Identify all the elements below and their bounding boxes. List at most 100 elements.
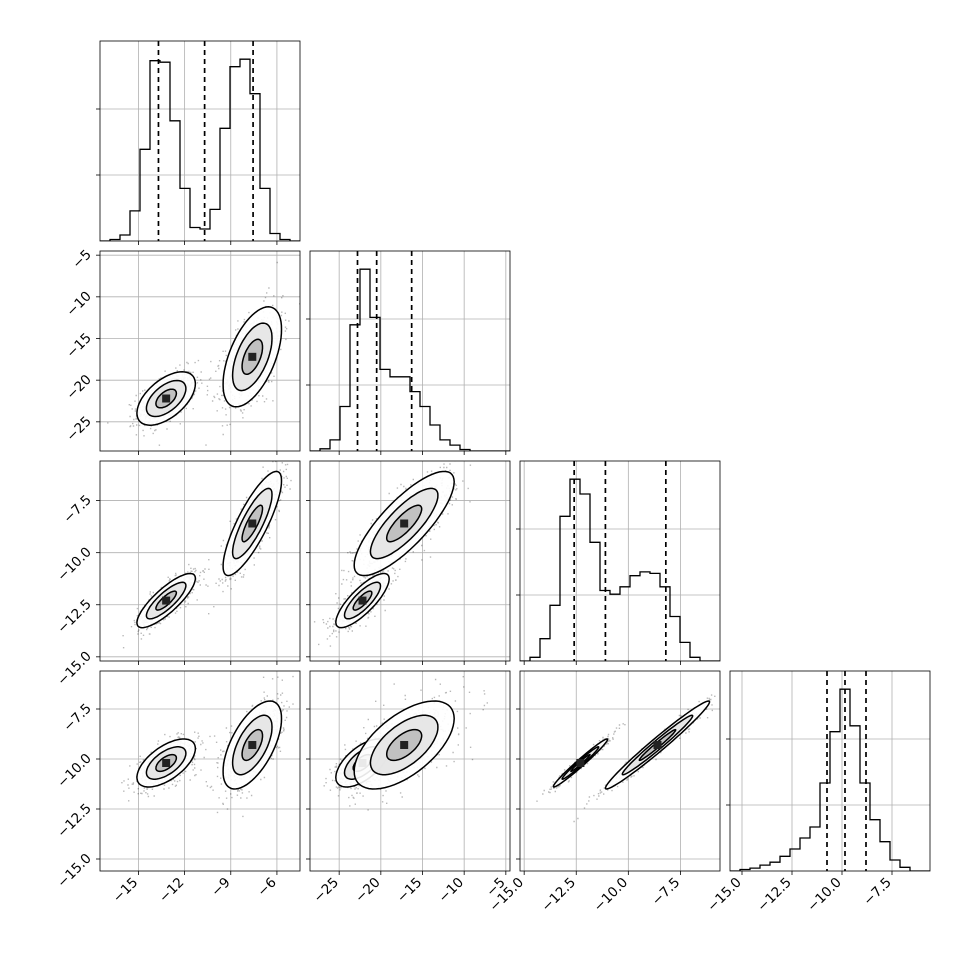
histogram-bar (550, 605, 560, 661)
panel-frame (519, 460, 721, 662)
x-tick-label: −15.0 (704, 875, 745, 916)
x-tick-label: −9 (208, 875, 233, 900)
histogram-bar (540, 639, 550, 661)
histogram-bar (160, 62, 170, 241)
histogram-bar (350, 325, 360, 451)
histogram-bar (400, 377, 410, 451)
histogram-bar (890, 860, 900, 871)
histogram-bar (430, 425, 440, 451)
histogram-panel-0 (96, 40, 301, 245)
scatter-samples (536, 694, 716, 823)
histogram-bar (560, 516, 570, 661)
panel-frame (309, 670, 511, 872)
histogram-bar (220, 128, 230, 241)
histogram-bar (420, 406, 430, 451)
x-tick-label: −12.5 (754, 875, 795, 916)
histogram-bar (370, 317, 380, 451)
histogram-bar (870, 820, 880, 871)
y-tick-label: −25 (63, 413, 94, 444)
y-tick-label: −20 (63, 372, 94, 403)
x-tick-label: −10 (436, 875, 467, 906)
x-tick-label: −6 (254, 875, 279, 900)
histogram-bar (880, 842, 890, 871)
histogram-bar (140, 149, 150, 241)
histogram-bar (190, 227, 200, 241)
density-peak (400, 741, 409, 749)
x-tick-label: −10.0 (591, 875, 632, 916)
histogram-bar (170, 121, 180, 241)
x-tick-label: −25 (311, 875, 342, 906)
scatter-panel-3-1: −25 −20 −15 −10 −5 (306, 670, 511, 906)
histogram-bar (850, 726, 860, 871)
histogram-bar (780, 856, 790, 871)
histogram-bar (450, 445, 460, 451)
y-tick-label: −12.5 (54, 801, 95, 842)
x-tick-label: −7.5 (860, 875, 894, 909)
histogram-step-line (730, 688, 930, 871)
y-tick-label: −15 (63, 330, 94, 361)
y-tick-label: −15.0 (54, 851, 95, 892)
density-peak (248, 741, 257, 749)
panel-frame (309, 250, 511, 452)
x-tick-label: −20 (352, 875, 383, 906)
y-tick-label: −7.5 (60, 701, 94, 735)
histogram-bar (800, 838, 810, 871)
histogram-bar (440, 440, 450, 451)
panel-frame (99, 40, 301, 242)
histogram-panel-3: −15.0 −12.5 −10.0 −7.5 (704, 670, 931, 916)
histogram-bar (250, 94, 260, 241)
scatter-panel-3-2: −15.0 −12.5 −10.0 −7.5 (486, 670, 721, 916)
histogram-panel-1 (306, 250, 511, 455)
histogram-bar (240, 59, 250, 241)
x-tick-label: −12.5 (539, 875, 580, 916)
scatter-panel-2-1 (306, 460, 511, 665)
density-peak (248, 519, 257, 528)
histogram-bar (630, 576, 640, 661)
panel-frame (729, 670, 931, 872)
density-peak (358, 596, 367, 605)
histogram-bar (650, 573, 660, 661)
histogram-bar (830, 732, 840, 871)
density-peak (400, 519, 409, 528)
histogram-bar (770, 862, 780, 871)
y-tick-label: −12.5 (54, 596, 95, 637)
density-peak (248, 352, 257, 361)
density-peak (576, 759, 585, 767)
x-tick-label: −10.0 (804, 875, 845, 916)
histogram-bar (380, 369, 390, 451)
histogram-bar (610, 594, 620, 661)
x-tick-label: −15 (110, 875, 141, 906)
y-tick-label: −7.5 (60, 492, 94, 526)
histogram-bar (860, 783, 870, 871)
density-peak (162, 596, 171, 605)
density-peak (162, 759, 171, 767)
panel-frame (519, 670, 721, 872)
y-tick-label: −10.0 (54, 544, 95, 585)
x-tick-label: −7.5 (649, 875, 683, 909)
histogram-bar (260, 188, 270, 241)
histogram-step-line (310, 268, 510, 451)
histogram-bar (270, 233, 280, 241)
histogram-bar (810, 827, 820, 871)
histogram-bar (210, 209, 220, 241)
histogram-bar (790, 849, 800, 871)
histogram-bar (680, 642, 690, 661)
y-tick-label: −10 (63, 288, 94, 319)
panel-frame (99, 250, 301, 452)
histogram-bar (820, 783, 830, 871)
scatter-panel-1-0: −25 −20 −15 −10 −5 (63, 247, 301, 455)
x-tick-label: −12 (156, 875, 187, 906)
histogram-panel-2 (516, 460, 721, 665)
density-peak (653, 741, 662, 749)
histogram-bar (340, 406, 350, 451)
histogram-bar (670, 616, 680, 661)
scatter-points (536, 694, 716, 823)
y-tick-label: −15.0 (54, 648, 95, 689)
histogram-bar (580, 494, 590, 661)
histogram-bar (230, 67, 240, 241)
panel-frame (309, 460, 511, 662)
histogram-bar (590, 542, 600, 661)
scatter-panel-2-0: −15.0 −12.5 −10.0 −7.5 (54, 460, 301, 689)
histogram-step-line (100, 58, 300, 241)
